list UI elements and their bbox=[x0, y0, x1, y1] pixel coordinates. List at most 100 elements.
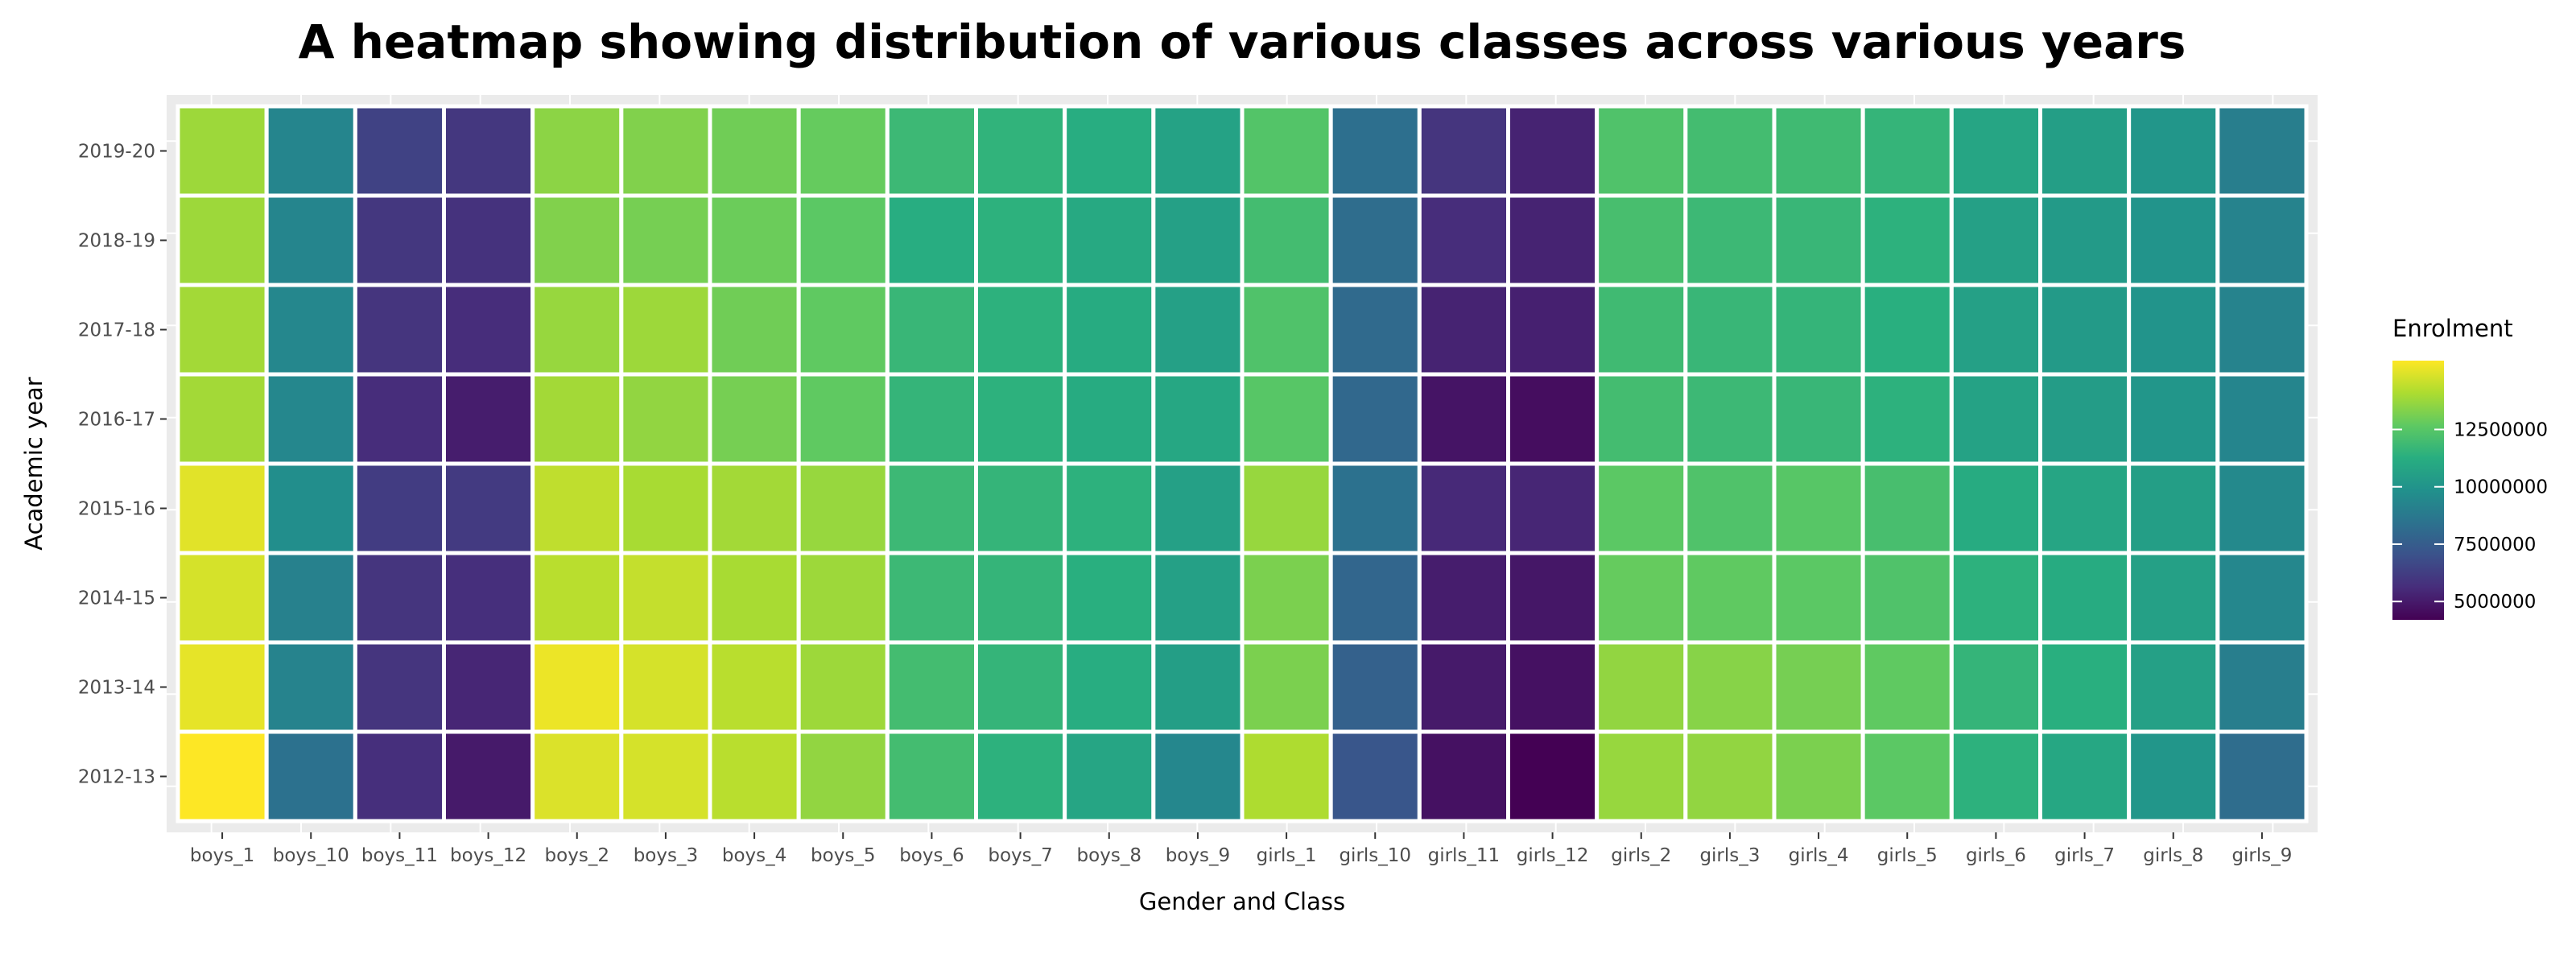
heatmap-cell bbox=[974, 551, 1067, 645]
heatmap-cell bbox=[264, 193, 357, 287]
heatmap-cell bbox=[1417, 461, 1511, 555]
x-tick-label: girls_11 bbox=[1428, 845, 1501, 866]
heatmap-cell bbox=[708, 372, 801, 466]
heatmap-cell bbox=[1772, 551, 1865, 645]
heatmap-cell bbox=[2038, 372, 2132, 466]
heatmap-cell bbox=[1506, 729, 1600, 824]
heatmap-cell bbox=[708, 193, 801, 287]
heatmap-cell bbox=[2215, 372, 2309, 466]
heatmap-cell bbox=[1860, 283, 1954, 377]
heatmap-cell bbox=[1240, 283, 1333, 377]
heatmap-cell bbox=[442, 461, 535, 555]
heatmap-cell bbox=[1860, 193, 1954, 287]
heatmap-cell bbox=[796, 461, 890, 555]
x-tick-label: girls_5 bbox=[1877, 845, 1938, 866]
x-tick-label: boys_1 bbox=[190, 845, 254, 866]
heatmap-cell bbox=[1860, 372, 1954, 466]
heatmap-cell bbox=[1860, 729, 1954, 824]
heatmap-cell bbox=[353, 104, 447, 198]
x-tick-label: girls_9 bbox=[2231, 845, 2292, 866]
heatmap-cell bbox=[530, 729, 624, 824]
heatmap-cell bbox=[2215, 283, 2309, 377]
heatmap-cell bbox=[530, 104, 624, 198]
heatmap-cell bbox=[1063, 640, 1156, 734]
legend-ticks: 5000000 7500000 10000000 12500000 bbox=[2392, 419, 2548, 613]
heatmap-cell bbox=[1151, 372, 1245, 466]
heatmap-cell bbox=[1240, 640, 1333, 734]
heatmap-cell bbox=[708, 283, 801, 377]
heatmap-cell bbox=[175, 193, 269, 287]
heatmap-cell bbox=[1328, 372, 1422, 466]
x-tick-label: girls_12 bbox=[1517, 845, 1589, 866]
heatmap-cell bbox=[1949, 193, 2042, 287]
heatmap-cell bbox=[2038, 283, 2132, 377]
heatmap-cell bbox=[885, 193, 979, 287]
x-tick-label: girls_10 bbox=[1339, 845, 1411, 866]
heatmap-cell bbox=[708, 729, 801, 824]
heatmap-cell bbox=[1595, 729, 1688, 824]
heatmap-cell bbox=[1595, 283, 1688, 377]
heatmap-cell bbox=[974, 729, 1067, 824]
heatmap-cell bbox=[1772, 283, 1865, 377]
heatmap-cell bbox=[353, 640, 447, 734]
heatmap-cell bbox=[1328, 283, 1422, 377]
heatmap-cell bbox=[619, 283, 712, 377]
heatmap-cells bbox=[175, 104, 2309, 824]
x-tick-label: girls_2 bbox=[1611, 845, 1671, 866]
y-axis-ticks: 2019-20 2018-19 2017-18 2016-17 2015-16 2014-… bbox=[78, 142, 167, 788]
heatmap-cell bbox=[1240, 551, 1333, 645]
heatmap-cell bbox=[1151, 640, 1245, 734]
heatmap-cell bbox=[885, 283, 979, 377]
heatmap-cell bbox=[264, 551, 357, 645]
heatmap-cell bbox=[1683, 193, 1777, 287]
heatmap-cell bbox=[1683, 461, 1777, 555]
heatmap-cell bbox=[175, 729, 269, 824]
heatmap-cell bbox=[1772, 461, 1865, 555]
heatmap-cell bbox=[175, 104, 269, 198]
x-tick-label: boys_9 bbox=[1166, 845, 1230, 866]
heatmap-cell bbox=[2127, 640, 2220, 734]
heatmap-cell bbox=[1506, 461, 1600, 555]
heatmap-cell bbox=[2038, 729, 2132, 824]
heatmap-cell bbox=[885, 551, 979, 645]
heatmap-cell bbox=[619, 372, 712, 466]
heatmap-cell bbox=[619, 640, 712, 734]
heatmap-cell bbox=[1772, 640, 1865, 734]
heatmap-cell bbox=[974, 461, 1067, 555]
heatmap-cell bbox=[1151, 283, 1245, 377]
heatmap-cell bbox=[885, 461, 979, 555]
heatmap-cell bbox=[1772, 104, 1865, 198]
x-tick-label: boys_10 bbox=[273, 845, 349, 866]
heatmap-cell bbox=[1772, 729, 1865, 824]
heatmap-cell bbox=[1240, 461, 1333, 555]
heatmap-cell bbox=[1063, 729, 1156, 824]
heatmap-cell bbox=[796, 551, 890, 645]
x-tick-label: girls_4 bbox=[1789, 845, 1849, 866]
heatmap-cell bbox=[530, 640, 624, 734]
heatmap-cell bbox=[264, 283, 357, 377]
heatmap-cell bbox=[1328, 729, 1422, 824]
heatmap-cell bbox=[2038, 104, 2132, 198]
x-tick-label: girls_3 bbox=[1699, 845, 1760, 866]
heatmap-cell bbox=[796, 193, 890, 287]
heatmap-cell bbox=[974, 193, 1067, 287]
heatmap-cell bbox=[442, 729, 535, 824]
x-tick-label: boys_7 bbox=[988, 845, 1052, 866]
heatmap-cell bbox=[1595, 193, 1688, 287]
legend-tick-label: 5000000 bbox=[2454, 592, 2536, 613]
y-axis-title: Academic year bbox=[20, 377, 47, 551]
heatmap-cell bbox=[885, 104, 979, 198]
heatmap-cell bbox=[974, 104, 1067, 198]
heatmap-cell bbox=[796, 640, 890, 734]
heatmap-cell bbox=[1506, 551, 1600, 645]
heatmap-cell bbox=[530, 283, 624, 377]
heatmap-cell bbox=[1683, 551, 1777, 645]
heatmap-cell bbox=[264, 372, 357, 466]
heatmap-cell bbox=[1683, 283, 1777, 377]
heatmap-cell bbox=[442, 551, 535, 645]
x-tick-label: girls_1 bbox=[1257, 845, 1317, 866]
y-tick-label: 2019-20 bbox=[78, 142, 155, 163]
heatmap-cell bbox=[1417, 551, 1511, 645]
heatmap-cell bbox=[1417, 640, 1511, 734]
heatmap-cell bbox=[1328, 461, 1422, 555]
